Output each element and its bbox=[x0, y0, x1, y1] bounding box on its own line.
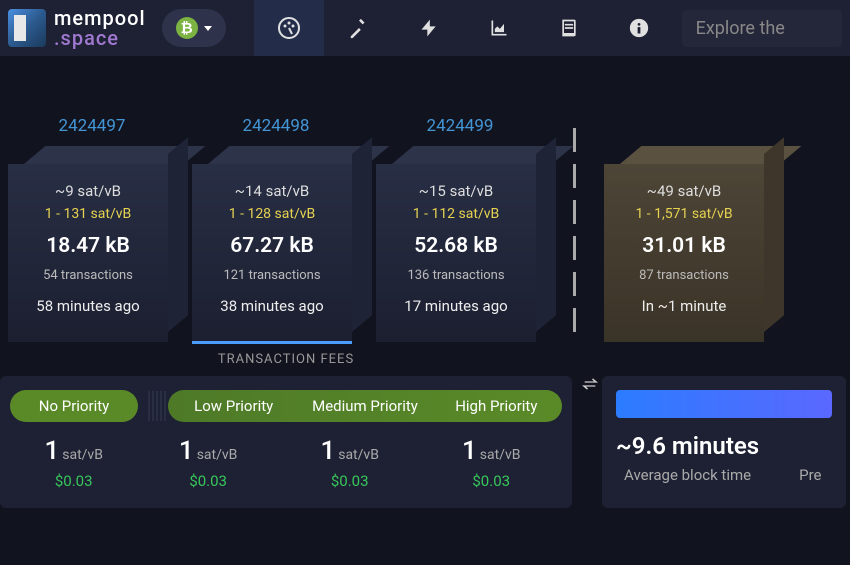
block-fee-range: 1 - 128 sat/vB bbox=[229, 206, 315, 222]
fee-value: 1sat/vB $0.03 bbox=[10, 436, 137, 490]
mined-block[interactable]: 2424499 ~15 sat/vB 1 - 112 sat/vB 52.68 … bbox=[368, 116, 552, 342]
high-priority-pill[interactable]: High Priority bbox=[431, 390, 562, 422]
mined-block[interactable]: 2424498 ~14 sat/vB 1 - 128 sat/vB 67.27 … bbox=[184, 116, 368, 342]
block-cube: ~49 sat/vB 1 - 1,571 sat/vB 31.01 kB 87 … bbox=[604, 164, 772, 342]
block-fee-range: 1 - 1,571 sat/vB bbox=[635, 206, 732, 222]
priority-bar: No Priority Low Priority Medium Priority… bbox=[10, 390, 562, 422]
difficulty-card: DIFF ~9.6 minutes Average block time Pre bbox=[602, 376, 846, 508]
block-fee-range: 1 - 131 sat/vB bbox=[45, 206, 131, 222]
fee-value: 1sat/vB $0.03 bbox=[420, 436, 562, 490]
logo[interactable]: mempool .space bbox=[8, 8, 146, 48]
block-size: 31.01 kB bbox=[642, 234, 726, 258]
low-priority-pill[interactable]: Low Priority bbox=[168, 390, 299, 422]
block-eta: In ~1 minute bbox=[642, 297, 727, 315]
navbar: mempool .space ₿ Explore the bbox=[0, 0, 850, 56]
logo-icon bbox=[8, 9, 46, 47]
block-time: 17 minutes ago bbox=[404, 297, 507, 315]
fee-unit: sat/vB bbox=[197, 447, 238, 463]
block-fee: ~15 sat/vB bbox=[419, 182, 493, 200]
sections: TRANSACTION FEES No Priority Low Priorit… bbox=[0, 376, 850, 508]
fee-usd: $0.03 bbox=[420, 472, 562, 490]
previous-label: Pre bbox=[799, 466, 821, 484]
mined-block[interactable]: 2424497 ~9 sat/vB 1 - 131 sat/vB 18.47 k… bbox=[0, 116, 184, 342]
fee-rate: 1 bbox=[44, 436, 59, 466]
fee-rate: 1 bbox=[462, 436, 477, 466]
fee-unit: sat/vB bbox=[480, 447, 521, 463]
avg-block-time: ~9.6 minutes bbox=[616, 432, 759, 460]
block-cube: ~14 sat/vB 1 - 128 sat/vB 67.27 kB 121 t… bbox=[192, 164, 360, 342]
fee-unit: sat/vB bbox=[338, 447, 379, 463]
fee-rate: 1 bbox=[320, 436, 335, 466]
fee-unit: sat/vB bbox=[62, 447, 103, 463]
swap-icon[interactable] bbox=[582, 376, 598, 395]
block-height: 2424498 bbox=[184, 116, 368, 136]
fee-usd: $0.03 bbox=[137, 472, 279, 490]
network-selector[interactable]: ₿ bbox=[162, 9, 226, 47]
nav-icons bbox=[254, 0, 674, 56]
logo-line1: mempool bbox=[54, 8, 146, 28]
block-size: 67.27 kB bbox=[230, 234, 314, 258]
fee-value: 1sat/vB $0.03 bbox=[137, 436, 279, 490]
block-txcount: 87 transactions bbox=[639, 268, 729, 283]
lightning-icon bbox=[419, 17, 439, 39]
fees-title: TRANSACTION FEES bbox=[218, 352, 354, 367]
dashboard-icon bbox=[277, 16, 301, 40]
fees-card: TRANSACTION FEES No Priority Low Priorit… bbox=[0, 376, 572, 508]
block-txcount: 121 transactions bbox=[223, 268, 320, 283]
nav-lightning[interactable] bbox=[394, 0, 464, 56]
block-txcount: 54 transactions bbox=[43, 268, 133, 283]
hammer-icon bbox=[348, 17, 370, 39]
fee-usd: $0.03 bbox=[10, 472, 137, 490]
book-icon bbox=[559, 17, 579, 39]
block-size: 18.47 kB bbox=[46, 234, 130, 258]
fee-value: 1sat/vB $0.03 bbox=[279, 436, 421, 490]
logo-line2: .space bbox=[54, 28, 146, 48]
info-icon bbox=[628, 17, 650, 39]
block-time: 58 minutes ago bbox=[36, 297, 139, 315]
priority-pills: Low Priority Medium Priority High Priori… bbox=[168, 390, 562, 422]
blocks-row: 2424497 ~9 sat/vB 1 - 131 sat/vB 18.47 k… bbox=[0, 56, 850, 342]
fee-values: 1sat/vB$0.031sat/vB$0.031sat/vB$0.031sat… bbox=[10, 436, 562, 490]
block-fee-range: 1 - 112 sat/vB bbox=[413, 206, 499, 222]
chart-icon bbox=[488, 18, 510, 38]
medium-priority-pill[interactable]: Medium Priority bbox=[299, 390, 430, 422]
nav-dashboard[interactable] bbox=[254, 0, 324, 56]
nav-about[interactable] bbox=[604, 0, 674, 56]
block-fee: ~49 sat/vB bbox=[647, 182, 721, 200]
pending-block[interactable]: ~49 sat/vB 1 - 1,571 sat/vB 31.01 kB 87 … bbox=[596, 116, 780, 342]
fee-usd: $0.03 bbox=[279, 472, 421, 490]
difficulty-bar bbox=[616, 390, 832, 418]
fee-rate: 1 bbox=[179, 436, 194, 466]
block-size: 52.68 kB bbox=[414, 234, 498, 258]
divider-stripes bbox=[148, 391, 168, 421]
avg-block-label: Average block time bbox=[616, 466, 759, 484]
previous-value bbox=[799, 432, 821, 460]
block-cube: ~15 sat/vB 1 - 112 sat/vB 52.68 kB 136 t… bbox=[376, 164, 544, 342]
block-height: 2424497 bbox=[0, 116, 184, 136]
nav-graphs[interactable] bbox=[464, 0, 534, 56]
block-time: 38 minutes ago bbox=[220, 297, 323, 315]
block-height: 2424499 bbox=[368, 116, 552, 136]
bitcoin-icon: ₿ bbox=[176, 17, 198, 39]
block-fee: ~9 sat/vB bbox=[55, 182, 121, 200]
block-txcount: 136 transactions bbox=[407, 268, 504, 283]
search-input[interactable]: Explore the bbox=[682, 10, 842, 47]
nav-mining[interactable] bbox=[324, 0, 394, 56]
nav-docs[interactable] bbox=[534, 0, 604, 56]
chevron-down-icon bbox=[204, 26, 212, 31]
logo-text: mempool .space bbox=[54, 8, 146, 48]
block-cube: ~9 sat/vB 1 - 131 sat/vB 18.47 kB 54 tra… bbox=[8, 164, 176, 342]
block-height bbox=[596, 116, 780, 136]
block-fee: ~14 sat/vB bbox=[235, 182, 309, 200]
no-priority-pill[interactable]: No Priority bbox=[10, 390, 138, 422]
